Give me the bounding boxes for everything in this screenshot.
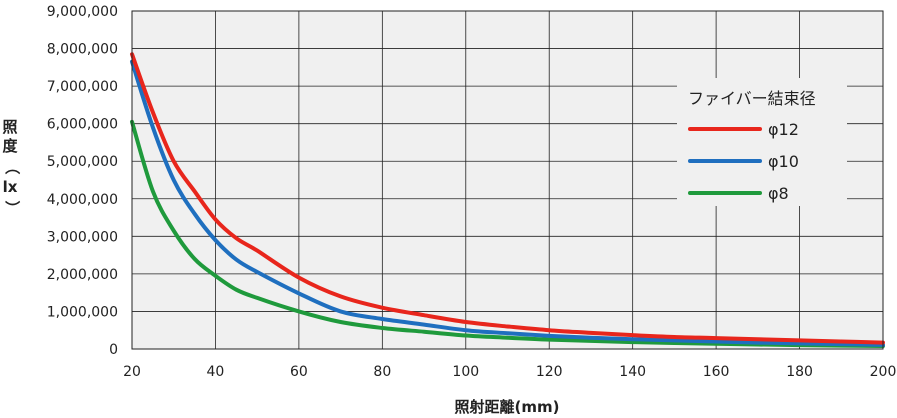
y-axis-title-char: （	[3, 159, 21, 174]
x-axis-title: 照射距離(mm)	[455, 398, 560, 416]
y-tick-label: 9,000,000	[47, 4, 118, 20]
legend: ファイバー結束径 φ12 φ10 φ8	[677, 78, 847, 206]
y-axis-title-char: 照	[2, 118, 17, 136]
x-tick-label: 40	[207, 364, 225, 380]
x-tick-label: 60	[290, 364, 308, 380]
x-axis-ticks: 20 40 60 80 100 120 140 160 180 200	[123, 364, 896, 380]
x-tick-label: 180	[786, 364, 813, 380]
y-axis-title-char: lx	[3, 178, 18, 196]
x-tick-label: 20	[123, 364, 141, 380]
y-tick-label: 0	[109, 342, 118, 358]
y-tick-label: 6,000,000	[47, 117, 118, 133]
x-tick-label: 80	[373, 364, 391, 380]
y-tick-label: 4,000,000	[47, 192, 118, 208]
y-axis-title-char: ）	[3, 200, 21, 215]
y-axis-ticks: 0 1,000,000 2,000,000 3,000,000 4,000,000 5,0…	[47, 4, 118, 358]
legend-box	[677, 78, 847, 206]
series-line-phi12	[130, 52, 885, 345]
x-tick-label: 160	[703, 364, 730, 380]
x-tick-label: 200	[870, 364, 897, 380]
y-axis-title: 照 度 （ lx ）	[2, 118, 21, 216]
series-line-phi10	[130, 59, 885, 347]
y-tick-label: 1,000,000	[47, 304, 118, 320]
legend-label-phi8: φ8	[768, 184, 789, 203]
x-tick-label: 100	[452, 364, 479, 380]
series-lines	[130, 52, 885, 348]
plot-border	[131, 10, 884, 350]
legend-label-phi10: φ10	[768, 152, 799, 171]
series-line-phi8	[130, 119, 885, 348]
y-tick-label: 3,000,000	[47, 229, 118, 245]
y-tick-label: 7,000,000	[47, 79, 118, 95]
legend-label-phi12: φ12	[768, 120, 799, 139]
y-tick-label: 5,000,000	[47, 154, 118, 170]
x-tick-label: 140	[619, 364, 646, 380]
y-axis-title-char: 度	[2, 137, 18, 155]
y-tick-label: 2,000,000	[47, 267, 118, 283]
x-tick-label: 120	[536, 364, 563, 380]
y-tick-label: 8,000,000	[47, 42, 118, 58]
legend-title: ファイバー結束径	[688, 89, 816, 108]
